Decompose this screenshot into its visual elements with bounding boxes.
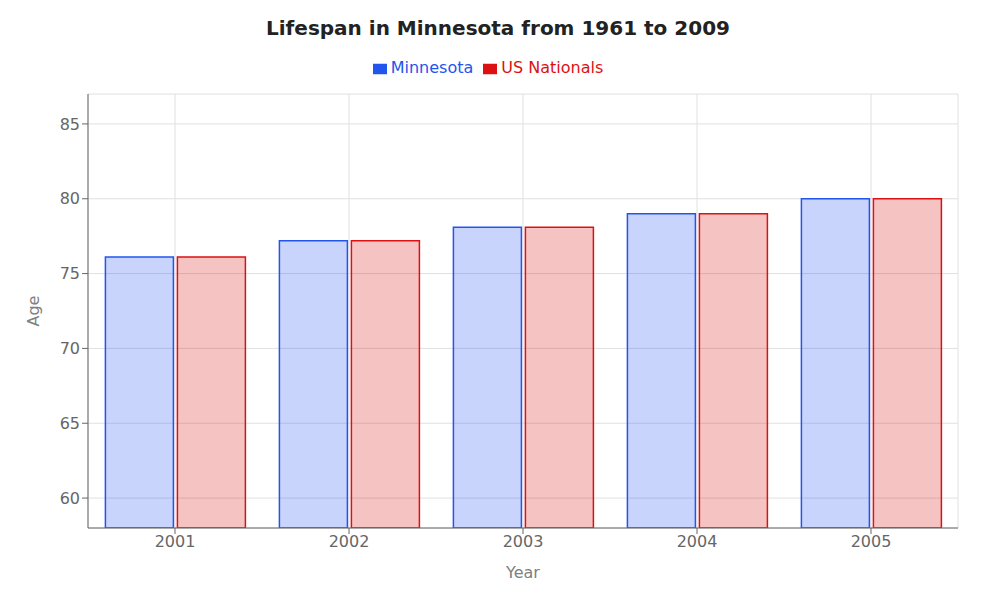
svg-text:2004: 2004 <box>677 532 718 551</box>
svg-text:2002: 2002 <box>329 532 370 551</box>
svg-text:65: 65 <box>60 414 80 433</box>
html-text:US Nationals: US Nationals <box>501 58 604 77</box>
svg-text:75: 75 <box>60 264 80 283</box>
html-text:Lifespan in Minnesota from 196: Lifespan in Minnesota from 1961 to 2009 <box>266 16 730 40</box>
svg-text:70: 70 <box>60 339 80 358</box>
svg-text:80: 80 <box>60 189 80 208</box>
svg-text:Age: Age <box>24 296 43 327</box>
svg-text:85: 85 <box>60 115 80 134</box>
svg-text:2003: 2003 <box>503 532 544 551</box>
svg-text:Year: Year <box>505 563 540 582</box>
svg-text:2001: 2001 <box>155 532 196 551</box>
svg-text:60: 60 <box>60 489 80 508</box>
html-text:Minnesota: Minnesota <box>390 58 474 77</box>
svg-text:2005: 2005 <box>851 532 892 551</box>
